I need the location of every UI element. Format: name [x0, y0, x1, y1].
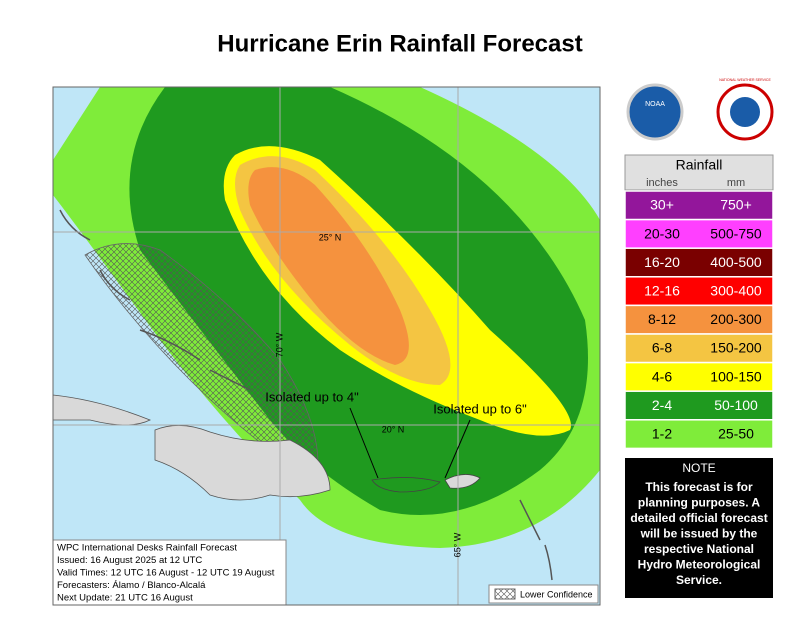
legend-mm: 200-300 [710, 311, 762, 327]
note-line: Hydro Meteorological [638, 558, 761, 572]
note-box [625, 458, 773, 598]
legend-inches: 8-12 [648, 311, 676, 327]
annotation-arrow [444, 419, 471, 479]
legend-inches: 12-16 [644, 283, 680, 299]
legend-swatch [624, 190, 774, 221]
note-lines: This forecast is for planning purposes. A… [630, 480, 767, 587]
legend-unit: mm [727, 177, 745, 189]
noaa-logo-text: NOAA [645, 101, 665, 108]
lower-confidence-label: Lower Confidence [520, 589, 593, 599]
virgin-islands [444, 474, 481, 489]
info-line: Issued: 16 August 2025 at 12 UTC [57, 555, 202, 566]
legend-mm: 150-200 [710, 340, 762, 356]
hispaniola [154, 425, 331, 501]
legend-mm: 25-50 [718, 426, 754, 442]
legend-inches: 4-6 [652, 368, 672, 384]
legend-swatch [624, 390, 774, 421]
legend-mm: 400-500 [710, 254, 762, 270]
legend-mm: 300-400 [710, 283, 762, 299]
legend-title: Rainfall [676, 157, 723, 173]
info-line: WPC International Desks Rainfall Forecas… [57, 543, 237, 554]
note-line: planning purposes. A [638, 496, 761, 510]
legend-inches: 30+ [650, 197, 674, 213]
legend-swatch [624, 361, 774, 392]
small-islands [59, 209, 553, 581]
legend-swatch [624, 304, 774, 335]
title: Hurricane Erin Rainfall Forecast [217, 30, 582, 57]
grid-label: 65° W [452, 532, 462, 557]
note-title: NOTE [682, 461, 715, 475]
lower-confidence-key [488, 584, 599, 604]
legend-mm: 500-750 [710, 225, 762, 241]
note-line: will be issued by the [640, 527, 758, 541]
legend-inches: 6-8 [652, 340, 672, 356]
grid-label: 25° N [319, 232, 342, 242]
puerto-rico [371, 477, 441, 493]
grid-label: 70° W [274, 332, 284, 357]
map-frame [52, 86, 601, 606]
annotation-arrow [349, 407, 379, 479]
hatch-swatch [494, 588, 516, 600]
note-line: Service. [676, 573, 722, 587]
legend-header [624, 154, 774, 191]
legend-swatch [624, 247, 774, 278]
info-line: Forecasters: Álamo / Blanco-Alcalá [57, 580, 206, 591]
note-line: detailed official forecast [630, 511, 767, 525]
note-line: This forecast is for [645, 480, 753, 494]
legend-inches: 16-20 [644, 254, 680, 270]
annotation: Isolated up to 4" [265, 389, 359, 404]
nws-logo-text: NATIONAL WEATHER SERVICE [719, 78, 771, 82]
legend-swatch [624, 419, 774, 450]
legend-inches: 2-4 [652, 397, 672, 413]
legend-swatch [624, 333, 774, 364]
map: 25° N 70° W 20° N 65° W Isolated up to 4… [53, 87, 600, 605]
info-lines: WPC International Desks Rainfall Forecas… [57, 543, 275, 604]
grid-label: 20° N [382, 424, 405, 434]
nws-logo-center [730, 97, 760, 127]
info-line: Next Update: 21 UTC 16 August [57, 593, 193, 604]
rain-8-12 [248, 167, 409, 365]
legend-mm: 750+ [720, 197, 752, 213]
cuba [53, 394, 151, 426]
legend: Rainfall inches mm 30+ 750+ 20-30 500-750 16… [624, 154, 774, 450]
legend-unit: inches [646, 177, 678, 189]
note-line: respective National [644, 542, 754, 556]
legend-mm: 50-100 [714, 397, 758, 413]
legend-mm: 100-150 [710, 368, 762, 384]
info-box [53, 539, 287, 605]
noaa-logo [626, 83, 684, 141]
legend-inches: 1-2 [652, 426, 672, 442]
legend-inches: 20-30 [644, 225, 680, 241]
legend-swatch [624, 218, 774, 249]
info-line: Valid Times: 12 UTC 16 August - 12 UTC 1… [57, 568, 275, 579]
annotation: Isolated up to 6" [433, 401, 527, 416]
